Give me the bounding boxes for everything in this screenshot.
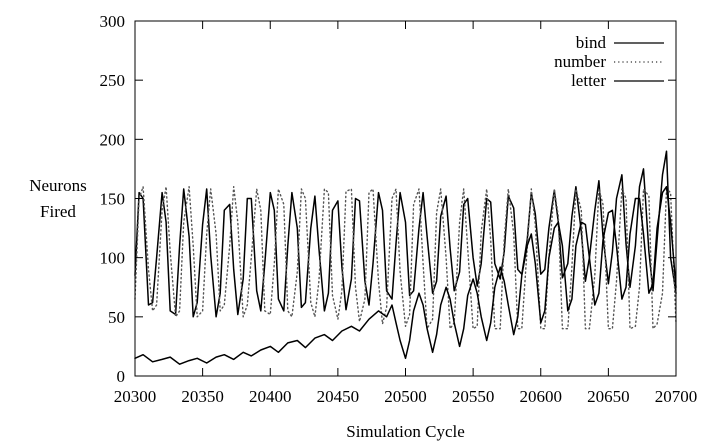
y-tick-label: 200 [100, 130, 126, 149]
x-tick-label: 20700 [655, 387, 698, 406]
axis-tick-labels: 0 50 100 150 200 250 300 20300 20350 20400 20450 20… [100, 12, 698, 406]
y-tick-label: 100 [100, 249, 126, 268]
legend-label-letter: letter [571, 71, 606, 90]
x-tick-label: 20500 [384, 387, 427, 406]
legend-label-bind: bind [576, 33, 607, 52]
legend-label-number: number [554, 52, 606, 71]
y-tick-label: 250 [100, 71, 126, 90]
y-tick-label: 50 [108, 308, 125, 327]
x-tick-label: 20400 [249, 387, 292, 406]
plot-series-group [134, 150, 677, 365]
x-tick-label: 20550 [452, 387, 495, 406]
y-tick-label: 300 [100, 12, 126, 31]
y-axis-title-line2: Fired [40, 202, 76, 221]
y-tick-label: 0 [117, 367, 126, 386]
y-tick-label: 150 [100, 190, 126, 209]
x-tick-label: 20450 [317, 387, 360, 406]
series-line-letter [134, 185, 677, 365]
x-tick-label: 20300 [114, 387, 157, 406]
x-axis-title: Simulation Cycle [346, 422, 465, 441]
x-tick-label: 20350 [181, 387, 224, 406]
x-tick-label: 20600 [520, 387, 563, 406]
x-tick-label: 20650 [587, 387, 630, 406]
axis-ticks [134, 20, 677, 377]
y-axis-title-line1: Neurons [29, 176, 87, 195]
series-line-bind [134, 150, 677, 318]
series-line-number [134, 185, 677, 330]
